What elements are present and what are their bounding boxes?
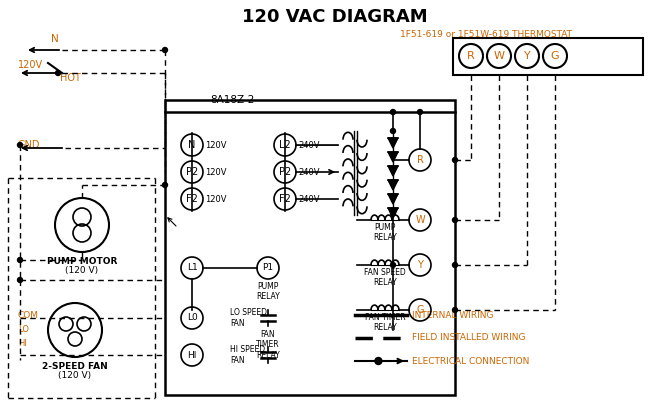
- Text: L0: L0: [187, 313, 198, 323]
- Text: 120V: 120V: [205, 194, 226, 204]
- Text: COM: COM: [18, 311, 39, 321]
- Text: 2-SPEED FAN: 2-SPEED FAN: [42, 362, 108, 371]
- Text: G: G: [551, 51, 559, 61]
- Circle shape: [391, 129, 395, 134]
- Text: N: N: [188, 140, 196, 150]
- Polygon shape: [388, 152, 398, 162]
- Text: R: R: [417, 155, 423, 165]
- Circle shape: [56, 70, 60, 75]
- Circle shape: [375, 357, 382, 365]
- Text: L2: L2: [279, 140, 291, 150]
- Text: R: R: [467, 51, 475, 61]
- Text: HI: HI: [188, 351, 197, 360]
- Text: LO SPEED
FAN: LO SPEED FAN: [230, 308, 267, 328]
- Text: FAN TIMER
RELAY: FAN TIMER RELAY: [364, 313, 405, 332]
- Circle shape: [452, 158, 458, 163]
- Text: F2: F2: [279, 194, 291, 204]
- Polygon shape: [388, 180, 398, 190]
- Circle shape: [452, 308, 458, 313]
- Text: PUMP
RELAY: PUMP RELAY: [256, 282, 280, 301]
- Circle shape: [163, 183, 168, 187]
- Circle shape: [452, 217, 458, 222]
- Text: PUMP MOTOR: PUMP MOTOR: [47, 257, 117, 266]
- Text: (120 V): (120 V): [66, 266, 98, 275]
- Text: HI: HI: [18, 339, 27, 349]
- Bar: [165, 100, 455, 395]
- Text: 240V: 240V: [298, 140, 320, 150]
- Polygon shape: [388, 138, 398, 148]
- Text: 8A18Z-2: 8A18Z-2: [210, 95, 255, 105]
- Text: FIELD INSTALLED WIRING: FIELD INSTALLED WIRING: [412, 334, 525, 342]
- Text: ELECTRICAL CONNECTION: ELECTRICAL CONNECTION: [412, 357, 529, 365]
- Text: 120V: 120V: [18, 60, 43, 70]
- Text: GND: GND: [18, 140, 40, 150]
- Circle shape: [163, 47, 168, 52]
- Text: F2: F2: [186, 194, 198, 204]
- Text: 240V: 240V: [298, 194, 320, 204]
- Circle shape: [17, 142, 23, 147]
- Circle shape: [17, 277, 23, 282]
- Text: 120V: 120V: [205, 140, 226, 150]
- Text: P2: P2: [279, 167, 291, 177]
- Circle shape: [391, 210, 395, 215]
- Text: W: W: [494, 51, 505, 61]
- Text: N: N: [51, 34, 59, 44]
- Polygon shape: [388, 208, 398, 218]
- Text: Y: Y: [524, 51, 531, 61]
- Text: 240V: 240V: [298, 168, 320, 176]
- Circle shape: [17, 258, 23, 262]
- Text: 120V: 120V: [205, 168, 226, 176]
- Text: FAN SPEED
RELAY: FAN SPEED RELAY: [364, 268, 406, 287]
- Text: FAN
TIMER
RELAY: FAN TIMER RELAY: [256, 330, 280, 360]
- Text: PUMP
RELAY: PUMP RELAY: [373, 223, 397, 243]
- Circle shape: [417, 109, 423, 114]
- Polygon shape: [388, 194, 398, 204]
- Circle shape: [452, 262, 458, 267]
- Text: 1F51-619 or 1F51W-619 THERMOSTAT: 1F51-619 or 1F51W-619 THERMOSTAT: [400, 30, 572, 39]
- Text: LO: LO: [18, 326, 29, 334]
- Circle shape: [391, 262, 395, 267]
- Text: P1: P1: [263, 264, 273, 272]
- Text: 120 VAC DIAGRAM: 120 VAC DIAGRAM: [242, 8, 428, 26]
- Polygon shape: [388, 166, 398, 176]
- Text: HOT: HOT: [60, 73, 81, 83]
- Text: P2: P2: [186, 167, 198, 177]
- Bar: [453, 38, 643, 75]
- Text: L1: L1: [187, 264, 198, 272]
- Circle shape: [391, 109, 395, 114]
- Text: G: G: [416, 305, 423, 315]
- Text: Y: Y: [417, 260, 423, 270]
- Text: (120 V): (120 V): [58, 371, 92, 380]
- Text: HI SPEED
FAN: HI SPEED FAN: [230, 345, 265, 365]
- Text: INTERNAL WIRING: INTERNAL WIRING: [412, 310, 494, 320]
- Text: W: W: [415, 215, 425, 225]
